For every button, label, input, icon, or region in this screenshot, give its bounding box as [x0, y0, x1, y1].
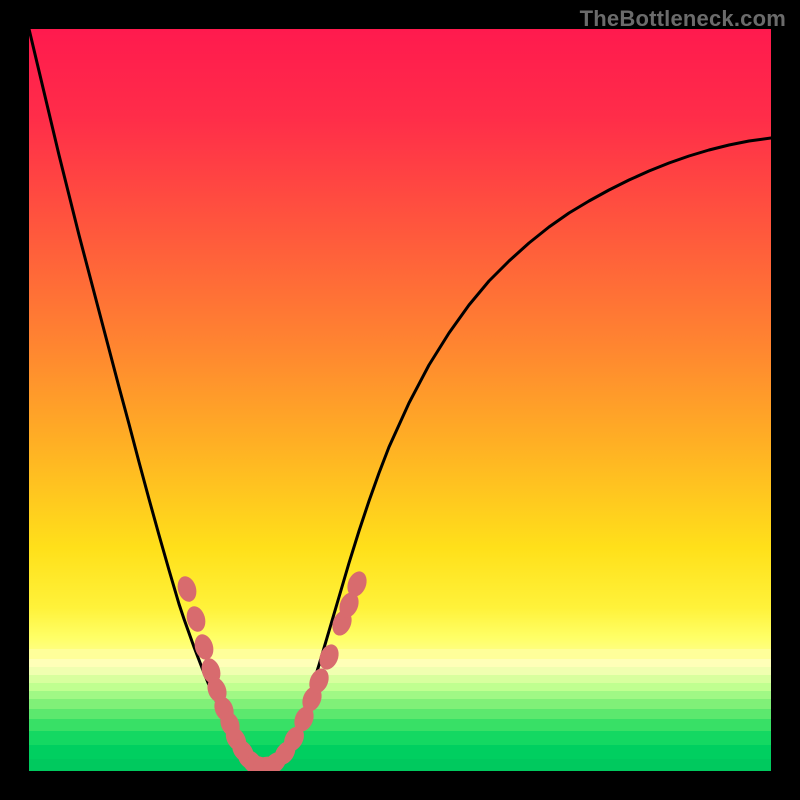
chart-container: TheBottleneck.com: [0, 0, 800, 800]
plot-area: [29, 29, 771, 771]
data-markers: [175, 569, 370, 771]
watermark-text: TheBottleneck.com: [580, 6, 786, 32]
marker-point: [316, 642, 342, 673]
bottleneck-curve-layer: [29, 29, 771, 771]
marker-point: [192, 632, 217, 662]
bottleneck-curve: [29, 29, 771, 767]
